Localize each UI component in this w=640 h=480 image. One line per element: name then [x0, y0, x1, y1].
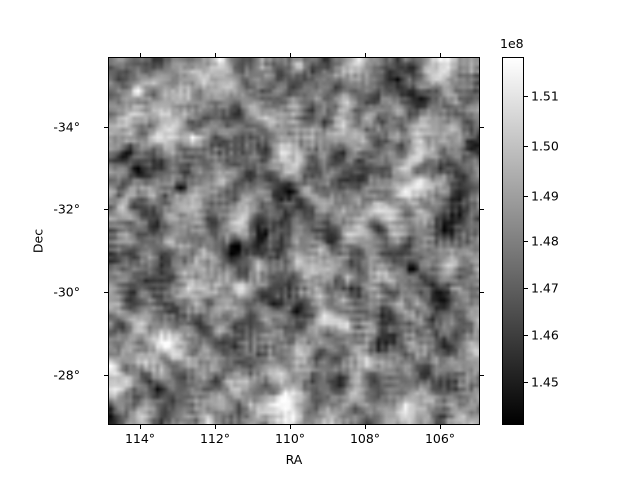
xtick-label-114: 114° [124, 431, 156, 446]
ytick-right-minus34 [480, 127, 484, 128]
xtick-label-110: 110° [274, 431, 306, 446]
xtick-label-106: 106° [424, 431, 456, 446]
xtick-110 [290, 425, 291, 429]
cbar-tick-148 [524, 241, 528, 242]
y-axis-label: Dec [30, 228, 46, 254]
cbar-label-149: 1.49 [531, 188, 559, 204]
ytick-right-minus28 [480, 375, 484, 376]
cbar-tick-145 [524, 382, 528, 383]
ytick-minus34 [104, 127, 108, 128]
ytick-label-minus30: -30° [53, 284, 80, 300]
xtick-106 [440, 425, 441, 429]
xtick-top-114 [140, 53, 141, 57]
colorbar-gradient[interactable] [502, 57, 524, 425]
xtick-112 [215, 425, 216, 429]
cbar-label-147: 1.47 [531, 280, 559, 296]
cbar-label-145: 1.45 [531, 374, 559, 390]
ytick-label-minus32: -32° [53, 201, 80, 217]
cbar-label-148: 1.48 [531, 233, 559, 249]
colorbar-offset-text: 1e8 [500, 36, 524, 51]
xtick-top-108 [365, 53, 366, 57]
ytick-minus28 [104, 375, 108, 376]
xtick-top-112 [215, 53, 216, 57]
xtick-114 [140, 425, 141, 429]
cbar-label-151: 1.51 [531, 88, 559, 104]
cbar-label-146: 1.46 [531, 327, 559, 343]
ytick-right-minus30 [480, 292, 484, 293]
cbar-tick-147 [524, 288, 528, 289]
xtick-label-112: 112° [199, 431, 231, 446]
xtick-108 [365, 425, 366, 429]
cbar-tick-149 [524, 196, 528, 197]
ytick-label-minus28: -28° [53, 367, 80, 383]
x-axis-label: RA [285, 452, 303, 467]
ytick-minus30 [104, 292, 108, 293]
sky-map-axes[interactable] [108, 57, 480, 425]
xtick-label-108: 108° [349, 431, 381, 446]
cbar-tick-146 [524, 335, 528, 336]
cbar-tick-150 [524, 146, 528, 147]
xtick-top-110 [290, 53, 291, 57]
xtick-top-106 [440, 53, 441, 57]
cbar-label-150: 1.50 [531, 138, 559, 154]
ytick-right-minus32 [480, 209, 484, 210]
ytick-label-minus34: -34° [53, 119, 80, 135]
ytick-minus32 [104, 209, 108, 210]
cbar-tick-151 [524, 96, 528, 97]
sky-map-image [109, 58, 479, 424]
